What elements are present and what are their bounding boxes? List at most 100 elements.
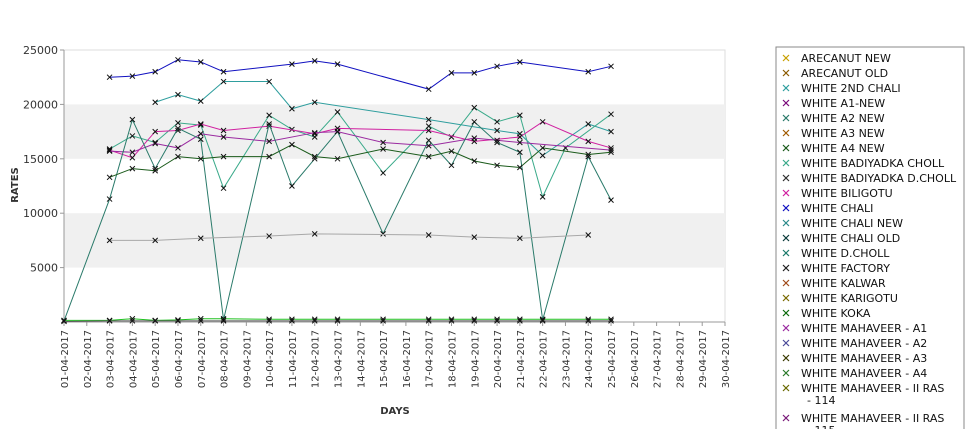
data-point	[311, 231, 318, 237]
legend-marker	[782, 234, 790, 242]
data-point-marker	[197, 59, 204, 65]
x-tick-label: 07-04-2017	[197, 330, 208, 388]
data-point-marker	[266, 318, 272, 324]
data-point	[106, 196, 113, 202]
data-point	[175, 91, 181, 98]
data-point	[197, 130, 204, 137]
data-point	[129, 73, 136, 79]
x-tick-label: 12-04-2017	[311, 330, 322, 388]
data-point-marker	[517, 134, 523, 140]
data-point	[334, 128, 341, 135]
data-point-marker	[106, 318, 113, 324]
data-point-marker	[197, 136, 204, 143]
data-point-marker	[380, 170, 386, 176]
data-point-marker	[311, 129, 318, 136]
data-point-marker	[152, 68, 159, 75]
data-point-marker	[585, 153, 592, 160]
data-point	[197, 98, 204, 104]
data-point-marker	[220, 68, 227, 75]
data-point-marker	[175, 145, 181, 151]
data-point	[266, 153, 272, 160]
x-tick-label: 25-04-2017	[607, 330, 618, 388]
data-point-marker	[334, 128, 341, 135]
data-point	[197, 122, 204, 128]
data-point-marker	[129, 73, 136, 79]
legend-box	[775, 46, 965, 433]
data-point-marker	[585, 318, 592, 324]
data-point	[152, 167, 159, 174]
data-point	[289, 183, 295, 189]
data-point	[152, 99, 159, 106]
data-point-marker	[494, 318, 500, 324]
data-point	[152, 318, 159, 324]
data-point	[197, 136, 204, 143]
data-point-marker	[289, 61, 295, 67]
x-tick-label: 11-04-2017	[288, 330, 299, 388]
data-point-marker	[266, 138, 272, 145]
data-point	[197, 315, 204, 322]
data-point-marker	[289, 141, 295, 148]
data-point-marker	[152, 167, 159, 174]
data-point	[61, 318, 67, 325]
data-point	[448, 162, 455, 169]
data-point-marker	[266, 78, 272, 85]
data-point-marker	[106, 74, 113, 81]
data-point	[334, 61, 341, 67]
data-point	[425, 232, 432, 238]
data-point-marker	[175, 56, 181, 63]
y-tick-label: 5000	[30, 262, 58, 275]
data-point-marker	[334, 155, 341, 162]
x-tick-label: 24-04-2017	[584, 330, 595, 388]
data-point-marker	[197, 122, 204, 128]
legend-item: WHITE KOKA	[782, 307, 871, 320]
data-point-marker	[425, 116, 432, 123]
legend-label: WHITE MAHAVEER - A2	[801, 337, 927, 350]
data-point	[289, 105, 295, 112]
data-point	[608, 149, 614, 156]
legend-marker	[782, 294, 790, 302]
data-point	[425, 123, 432, 130]
data-point	[175, 318, 181, 324]
data-point	[220, 185, 227, 192]
axes: RATES DAYS 5000 10000 15000 20000 25000 01-04…	[10, 44, 732, 417]
data-point	[608, 63, 614, 70]
data-point-marker	[220, 185, 227, 192]
data-point	[129, 315, 136, 322]
data-point-marker	[539, 194, 546, 200]
background-band	[64, 104, 725, 159]
legend-item: WHITE MAHAVEER - II RAS - 114	[782, 382, 944, 407]
x-tick-label: 02-04-2017	[83, 330, 94, 388]
data-point-marker	[448, 318, 455, 324]
legend-marker	[782, 204, 790, 212]
y-tick-label: 20000	[23, 98, 58, 111]
data-point-marker	[380, 318, 386, 324]
data-point-marker	[425, 127, 432, 134]
data-point	[517, 149, 523, 156]
x-tick-label: 20-04-2017	[493, 330, 504, 388]
data-point	[585, 138, 592, 145]
legend-item: WHITE BADIYADKA CHOLL	[782, 157, 945, 170]
data-point-marker	[471, 104, 478, 111]
data-point	[585, 318, 592, 324]
legend-marker	[782, 264, 790, 272]
data-point	[175, 125, 181, 132]
data-point-marker	[106, 148, 113, 155]
data-point	[266, 233, 272, 239]
data-point	[448, 148, 455, 155]
data-point-marker	[517, 318, 523, 324]
data-point-marker	[608, 197, 614, 203]
data-point-marker	[539, 152, 546, 159]
data-point-marker	[517, 164, 523, 171]
data-point	[220, 153, 227, 160]
data-point	[197, 318, 204, 324]
data-point-marker	[517, 139, 523, 146]
data-point-marker	[494, 118, 500, 125]
data-point	[175, 56, 181, 63]
legend-item: WHITE CHALI NEW	[782, 217, 903, 230]
plot-area	[63, 49, 726, 323]
data-point-marker	[608, 111, 614, 118]
data-point	[494, 63, 500, 70]
legend-label: ARECANUT NEW	[801, 52, 891, 65]
data-point-marker	[425, 123, 432, 130]
